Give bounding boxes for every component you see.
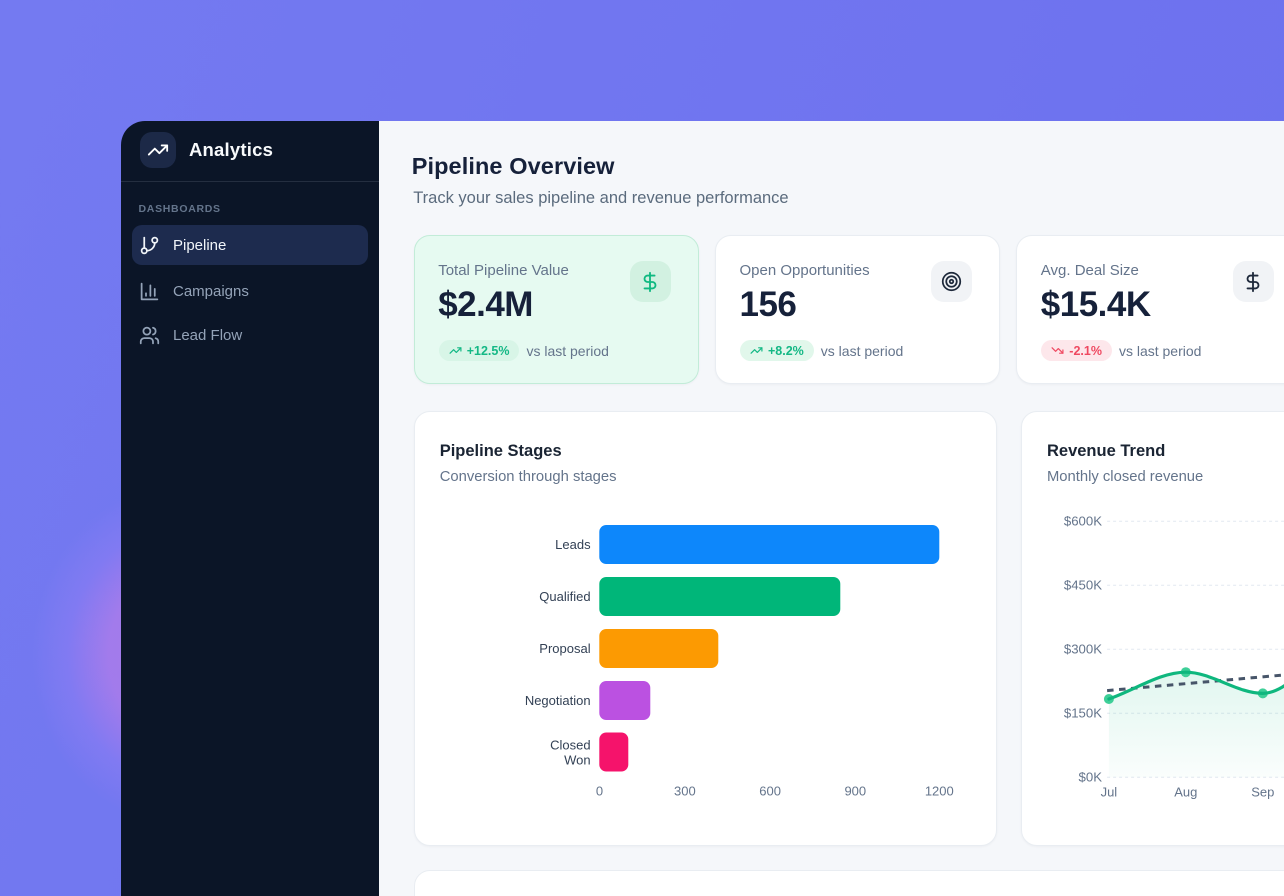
svg-text:$0K: $0K [1079,770,1103,785]
svg-text:$450K: $450K [1064,578,1102,593]
svg-text:$300K: $300K [1064,642,1102,657]
svg-text:Leads: Leads [555,537,591,552]
svg-text:0: 0 [596,784,603,799]
svg-text:$150K: $150K [1064,706,1102,721]
svg-text:Sep: Sep [1251,785,1274,800]
svg-text:Jul: Jul [1101,785,1118,800]
svg-text:Closed: Closed [550,738,590,753]
svg-text:Qualified: Qualified [539,589,590,604]
svg-text:Negotiation: Negotiation [525,693,591,708]
svg-text:300: 300 [674,784,696,799]
svg-text:900: 900 [844,784,866,799]
svg-text:1200: 1200 [925,784,954,799]
svg-text:Won: Won [564,753,591,768]
svg-text:600: 600 [759,784,781,799]
svg-text:Aug: Aug [1174,785,1197,800]
svg-text:Proposal: Proposal [539,641,590,656]
svg-text:$600K: $600K [1064,514,1102,529]
